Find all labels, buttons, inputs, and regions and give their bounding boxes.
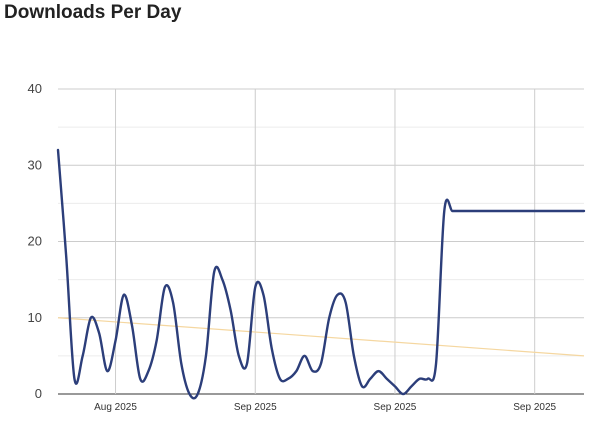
y-tick-labels: 0 10 20 30 40	[28, 81, 42, 401]
chart-title: Downloads Per Day	[4, 2, 182, 23]
y-tick-label: 10	[28, 310, 42, 325]
y-tick-label: 0	[35, 386, 42, 401]
x-tick-label: Sep 2025	[374, 402, 417, 413]
gridlines	[58, 88, 584, 395]
y-tick-label: 30	[28, 157, 42, 172]
x-tick-label: Aug 2025	[94, 402, 137, 413]
x-tick-label: Sep 2025	[234, 402, 277, 413]
x-tick-label: Sep 2025	[513, 402, 556, 413]
y-tick-label: 40	[28, 81, 42, 96]
y-tick-label: 20	[28, 234, 42, 249]
downloads-series-line	[56, 148, 586, 400]
x-tick-labels: Aug 2025 Sep 2025 Sep 2025 Sep 2025	[94, 402, 556, 413]
trend-line	[57, 317, 585, 357]
